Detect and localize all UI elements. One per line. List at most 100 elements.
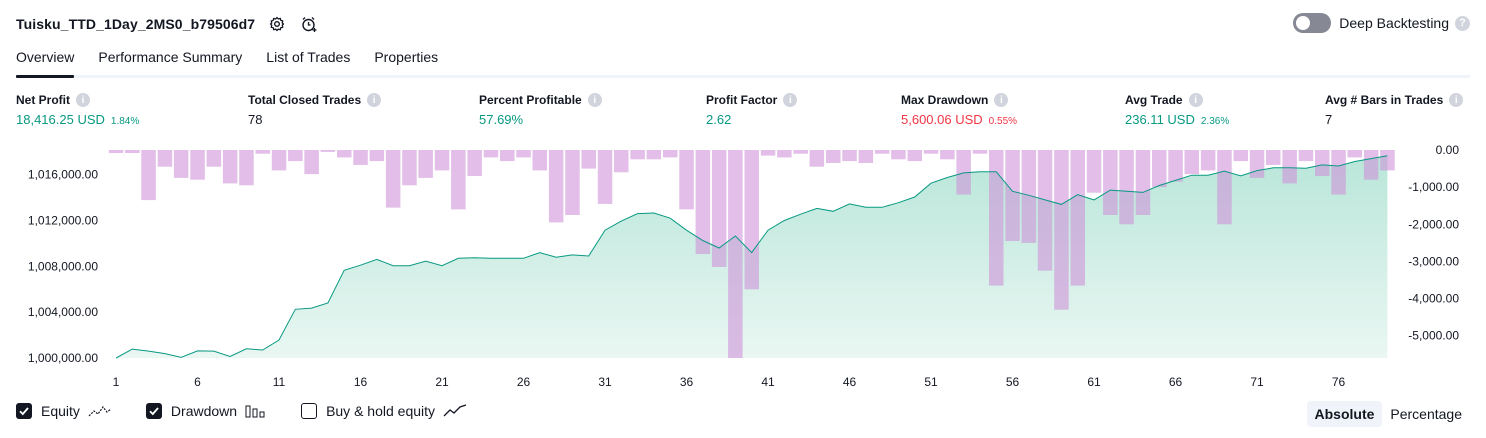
x-axis-tick-label: 61 xyxy=(1087,375,1101,389)
drawdown-bar xyxy=(483,150,499,158)
right-axis-tick-label: -4,000.00 xyxy=(1408,292,1459,306)
metric-net-profit: Net Profit i 18,416.25 USD 1.84% xyxy=(16,93,139,127)
drawdown-bar xyxy=(760,150,776,156)
info-icon[interactable]: i xyxy=(783,93,798,107)
left-axis-tick-label: 1,008,000.00 xyxy=(28,259,98,273)
x-axis-tick-label: 51 xyxy=(924,375,938,389)
x-axis-tick-label: 1 xyxy=(113,375,120,389)
metric-label: Profit Factor xyxy=(706,93,778,107)
metric-percent-profitable: Percent Profitable i 57.69% xyxy=(479,93,602,127)
x-axis-tick-label: 26 xyxy=(517,375,531,389)
drawdown-bar xyxy=(826,150,841,163)
drawdown-bar xyxy=(337,150,352,158)
drawdown-bar xyxy=(1315,150,1330,176)
drawdown-bar xyxy=(695,150,711,254)
add-alert-icon[interactable] xyxy=(299,14,319,34)
mode-absolute[interactable]: Absolute xyxy=(1306,401,1383,427)
drawdown-bar xyxy=(385,150,401,208)
drawdown-bar xyxy=(222,150,238,184)
settings-icon[interactable] xyxy=(267,14,287,34)
strategy-title: Tuisku_TTD_1Day_2MS0_b79506d7 xyxy=(16,16,256,32)
drawdown-bar xyxy=(108,150,124,153)
x-axis-tick-label: 36 xyxy=(680,375,694,389)
drawdown-bar xyxy=(353,150,368,165)
drawdown-bar xyxy=(1119,150,1134,225)
metric-label: Max Drawdown xyxy=(901,93,989,107)
info-icon[interactable]: i xyxy=(1449,93,1464,107)
drawdown-bar xyxy=(1347,150,1362,158)
checkbox-checked-icon[interactable] xyxy=(145,403,162,419)
help-icon[interactable]: ? xyxy=(1455,15,1470,31)
info-icon[interactable]: i xyxy=(76,93,90,107)
drawdown-bar xyxy=(1070,150,1085,286)
legend-label: Buy & hold equity xyxy=(326,403,436,419)
drawdown-bar xyxy=(1037,150,1053,271)
drawdown-bar xyxy=(842,150,857,162)
drawdown-bar xyxy=(271,150,287,171)
drawdown-bar xyxy=(206,150,222,167)
left-axis-tick-label: 1,012,000.00 xyxy=(28,214,98,228)
metric-value: 2.62 xyxy=(706,112,732,127)
equity-drawdown-chart[interactable]: 1,000,000.00 1,004,000.00 1,008,000.00 1,01… xyxy=(0,140,1486,396)
mode-percentage[interactable]: Percentage xyxy=(1390,406,1462,422)
drawdown-bar xyxy=(1152,150,1167,188)
drawdown-bar xyxy=(1266,150,1281,165)
info-icon[interactable]: i xyxy=(994,93,1009,107)
legend-label: Equity xyxy=(41,403,80,419)
tab-performance-summary[interactable]: Performance Summary xyxy=(98,49,243,65)
legend-drawdown[interactable]: Drawdown xyxy=(145,403,267,419)
info-icon[interactable]: i xyxy=(1188,93,1203,107)
metric-avg-bars-in-trades: Avg # Bars in Trades i 7 xyxy=(1325,93,1464,127)
drawdown-bar xyxy=(125,150,140,153)
checkbox-checked-icon[interactable] xyxy=(16,403,32,419)
x-axis-tick-label: 71 xyxy=(1250,375,1264,389)
x-axis-tick-label: 76 xyxy=(1332,375,1346,389)
drawdown-bar xyxy=(728,150,743,358)
drawdown-bar xyxy=(614,150,629,173)
drawdown-bar xyxy=(402,150,417,186)
drawdown-bar xyxy=(874,150,890,154)
drawdown-bar xyxy=(1298,150,1314,162)
drawdown-bar xyxy=(1103,150,1118,215)
metric-max-drawdown: Max Drawdown i 5,600.06 USD 0.55% xyxy=(901,93,1017,127)
tab-bar: Overview Performance Summary List of Tra… xyxy=(16,44,1470,78)
drawdown-bar xyxy=(1363,150,1379,180)
legend-buy-hold-equity[interactable]: Buy & hold equity xyxy=(301,403,467,419)
metric-value: 7 xyxy=(1325,112,1333,127)
drawdown-bar xyxy=(1331,150,1346,195)
drawdown-bar xyxy=(597,150,613,204)
chart-legend: Equity Drawdown Buy & hold equity xyxy=(16,403,501,419)
drawdown-bar xyxy=(1054,150,1069,310)
drawdown-bar xyxy=(793,150,808,154)
drawdown-bar xyxy=(646,150,662,160)
drawdown-bar xyxy=(434,150,450,171)
metric-label: Total Closed Trades xyxy=(248,93,362,107)
drawdown-bar xyxy=(1249,150,1265,178)
tab-overview[interactable]: Overview xyxy=(16,44,75,78)
drawdown-bar xyxy=(858,150,874,163)
drawdown-bar xyxy=(809,150,825,167)
drawdown-bar xyxy=(255,150,270,154)
drawdown-bar xyxy=(418,150,433,178)
tab-list-of-trades[interactable]: List of Trades xyxy=(266,49,351,65)
drawdown-bar xyxy=(923,150,939,154)
drawdown-bar xyxy=(548,150,564,223)
metric-percent: 2.36% xyxy=(1200,116,1230,127)
legend-label: Drawdown xyxy=(170,403,238,419)
tab-properties[interactable]: Properties xyxy=(374,49,439,65)
info-icon[interactable]: i xyxy=(587,93,602,107)
x-axis-tick-label: 11 xyxy=(273,375,286,389)
drawdown-bar xyxy=(1184,150,1199,175)
drawdown-bar xyxy=(516,150,531,158)
info-icon[interactable]: i xyxy=(367,93,382,107)
deep-backtesting-label: Deep Backtesting xyxy=(1339,15,1449,31)
checkbox-unchecked-icon[interactable] xyxy=(301,403,318,419)
drawdown-bar xyxy=(777,150,792,158)
legend-equity[interactable]: Equity xyxy=(16,403,112,419)
drawdown-bar xyxy=(907,150,922,162)
metric-percent: 0.55% xyxy=(988,116,1018,127)
x-axis-tick-label: 66 xyxy=(1169,375,1183,389)
drawdown-bar xyxy=(1282,150,1297,184)
x-axis-tick-label: 6 xyxy=(194,375,201,389)
deep-backtesting-toggle[interactable] xyxy=(1293,13,1332,33)
